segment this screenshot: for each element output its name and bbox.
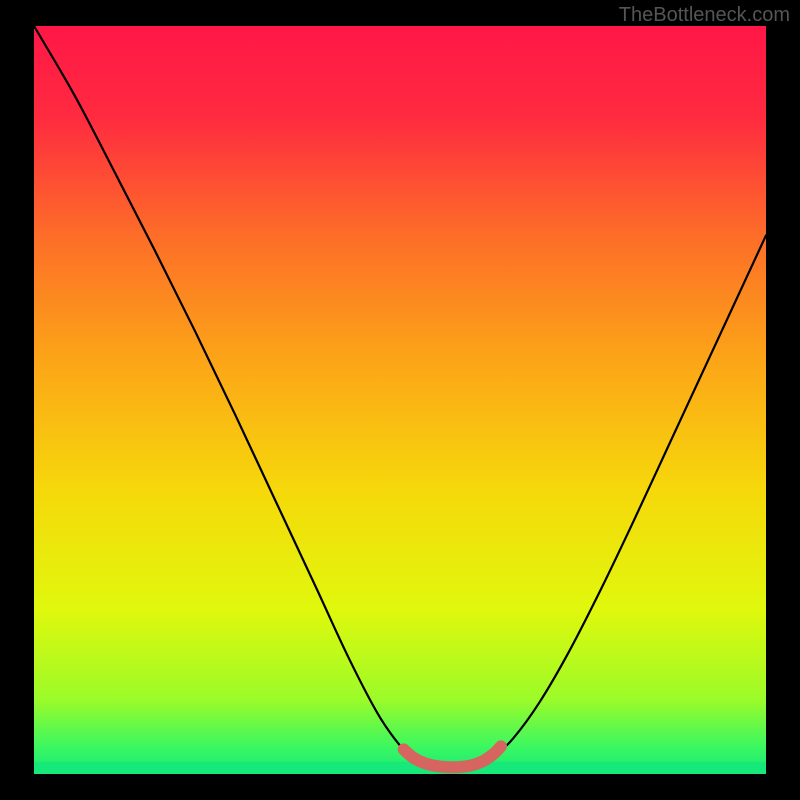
bottom-green-band [34,762,766,774]
chart-frame: TheBottleneck.com [0,0,800,800]
plot-area [34,26,766,774]
gradient-background [34,26,766,774]
plot-svg [34,26,766,774]
watermark-text: TheBottleneck.com [619,4,790,27]
